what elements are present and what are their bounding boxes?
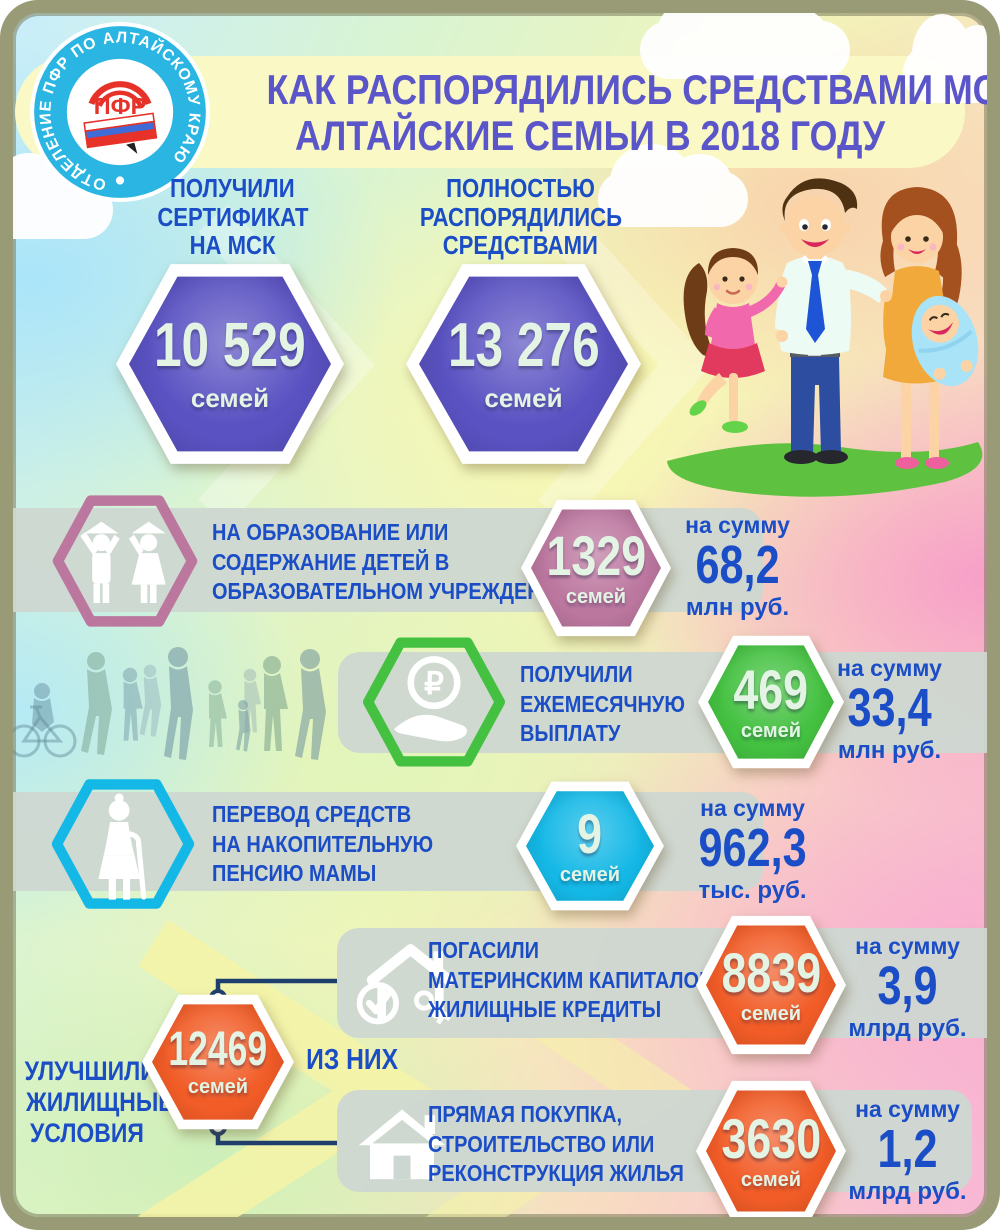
purchase-families-hexagon: 3630 семей [696,1078,846,1217]
russia-flag-icon [83,112,158,149]
of-which-label: ИЗ НИХ [306,1044,399,1076]
pensioner-icon [50,778,196,910]
pension-sum: на сумму 962,3 тыс. руб. [698,795,807,904]
svg-text:ПФР: ПФР [94,93,147,119]
father-figure [775,178,892,464]
pfr-logo: ОТДЕЛЕНИЕ ПФР ПО АЛТАЙСКОМУ КРАЮ ПФР [30,22,210,202]
house-icon [350,1102,455,1182]
purchase-sum: на сумму 1,2 млрд руб. [848,1096,967,1205]
mother-figure [880,187,979,469]
payment-sum: на сумму 33,4 млн руб. [837,655,942,764]
cloud [598,144,748,227]
title-line-2: АЛТАЙСКИЕ СЕМЬИ В 2018 ГОДУ [295,112,885,160]
pfr-emblem-icon: ПФР [83,81,158,154]
logo-dot [115,176,125,185]
payment-families-hexagon: 469 семей [698,633,844,771]
housing-improved-label: УЛУЧШИЛИ ЖИЛИЩНЫЕ УСЛОВИЯ [24,1056,174,1148]
bicycle-icon [13,705,77,758]
infographic-canvas: КАК РАСПОРЯДИЛИСЬ СРЕДСТВАМИ МСК АЛТАЙСК… [13,13,987,1217]
family-illustration [667,178,983,497]
baby-figure [911,295,979,387]
graduates-icon [52,494,198,628]
disposed-hexagon: 13 276 семей [406,260,641,468]
row-pension-text: ПЕРЕВОД СРЕДСТВ НА НАКОПИТЕЛЬНУЮ ПЕНСИЮ … [212,801,434,887]
page-title: КАК РАСПОРЯДИЛИСЬ СРЕДСТВАМИ МСК АЛТАЙСК… [200,66,987,160]
stat-unit: семей [484,382,563,413]
stat-label-disposed: ПОЛНОСТЬЮ РАСПОРЯДИЛИСЬ СРЕДСТВАМИ [419,173,622,261]
crowd-silhouettes [13,647,326,760]
row-purchase-band [337,1090,972,1192]
education-sum: на сумму 68,2 млн руб. [685,512,790,621]
mortgage-credit-icon [345,936,475,1032]
row-education-text: НА ОБРАЗОВАНИЕ ИЛИ СОДЕРЖАНИЕ ДЕТЕЙ В ОБ… [212,519,571,605]
stat-value: 13 276 [447,310,600,380]
cloud [640,13,850,79]
housing-families-hexagon: 12469 семей [142,992,294,1132]
stat-label-certificates: ПОЛУЧИЛИ СЕРТИФИКАТ НА МСК [156,173,309,261]
ruble-hand-icon: ₽ [363,636,505,768]
mortgage-sum: на сумму 3,9 млрд руб. [848,933,967,1042]
education-families-hexagon: 1329 семей [521,497,671,639]
title-line-1: КАК РАСПОРЯДИЛИСЬ СРЕДСТВАМИ МСК [266,66,987,113]
pension-families-hexagon: 9 семей [516,779,664,913]
mortgage-families-hexagon: 8839 семей [696,913,846,1057]
stat-unit: семей [190,382,270,413]
stat-value: 10 529 [154,310,306,380]
certificates-hexagon: 10 529 семей [116,260,344,468]
row-payment-text: ПОЛУЧИЛИ ЕЖЕМЕСЯЧНУЮ ВЫПЛАТУ [520,661,685,747]
svg-text:₽: ₽ [424,666,444,701]
cloud [903,14,987,103]
row-mortgage-text: ПОГАСИЛИ МАТЕРИНСКИМ КАПИТАЛОМ ЖИЛИЩНЫЕ … [428,937,716,1023]
row-purchase-text: ПРЯМАЯ ПОКУПКА, СТРОИТЕЛЬСТВО ИЛИ РЕКОНС… [428,1101,684,1187]
daughter-figure [683,248,788,433]
